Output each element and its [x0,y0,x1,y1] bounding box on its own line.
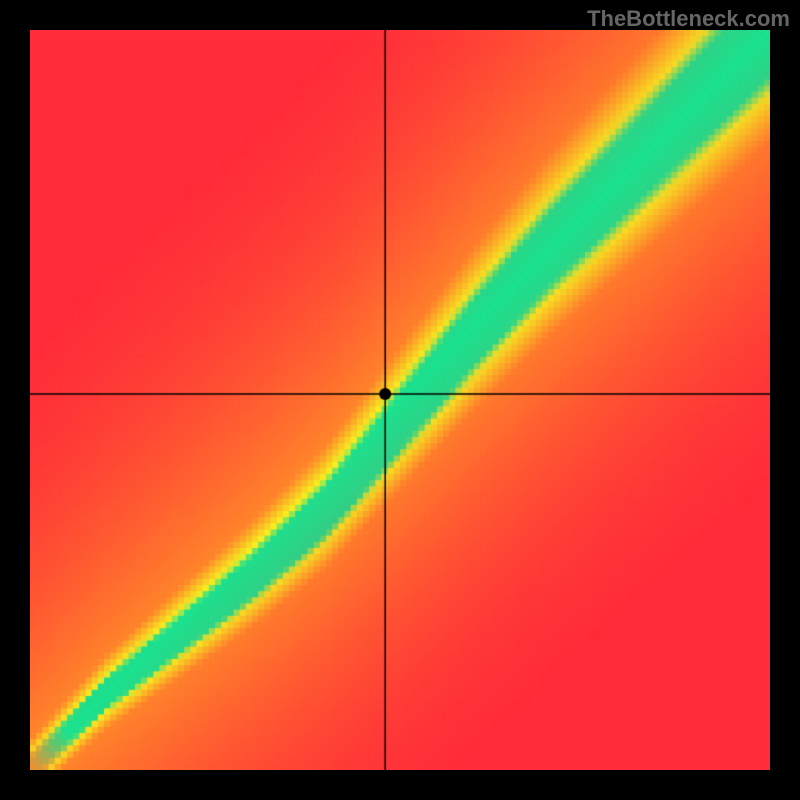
chart-container: TheBottleneck.com [0,0,800,800]
heatmap-canvas [30,30,770,770]
watermark-text: TheBottleneck.com [587,6,790,32]
heatmap-chart [30,30,770,770]
